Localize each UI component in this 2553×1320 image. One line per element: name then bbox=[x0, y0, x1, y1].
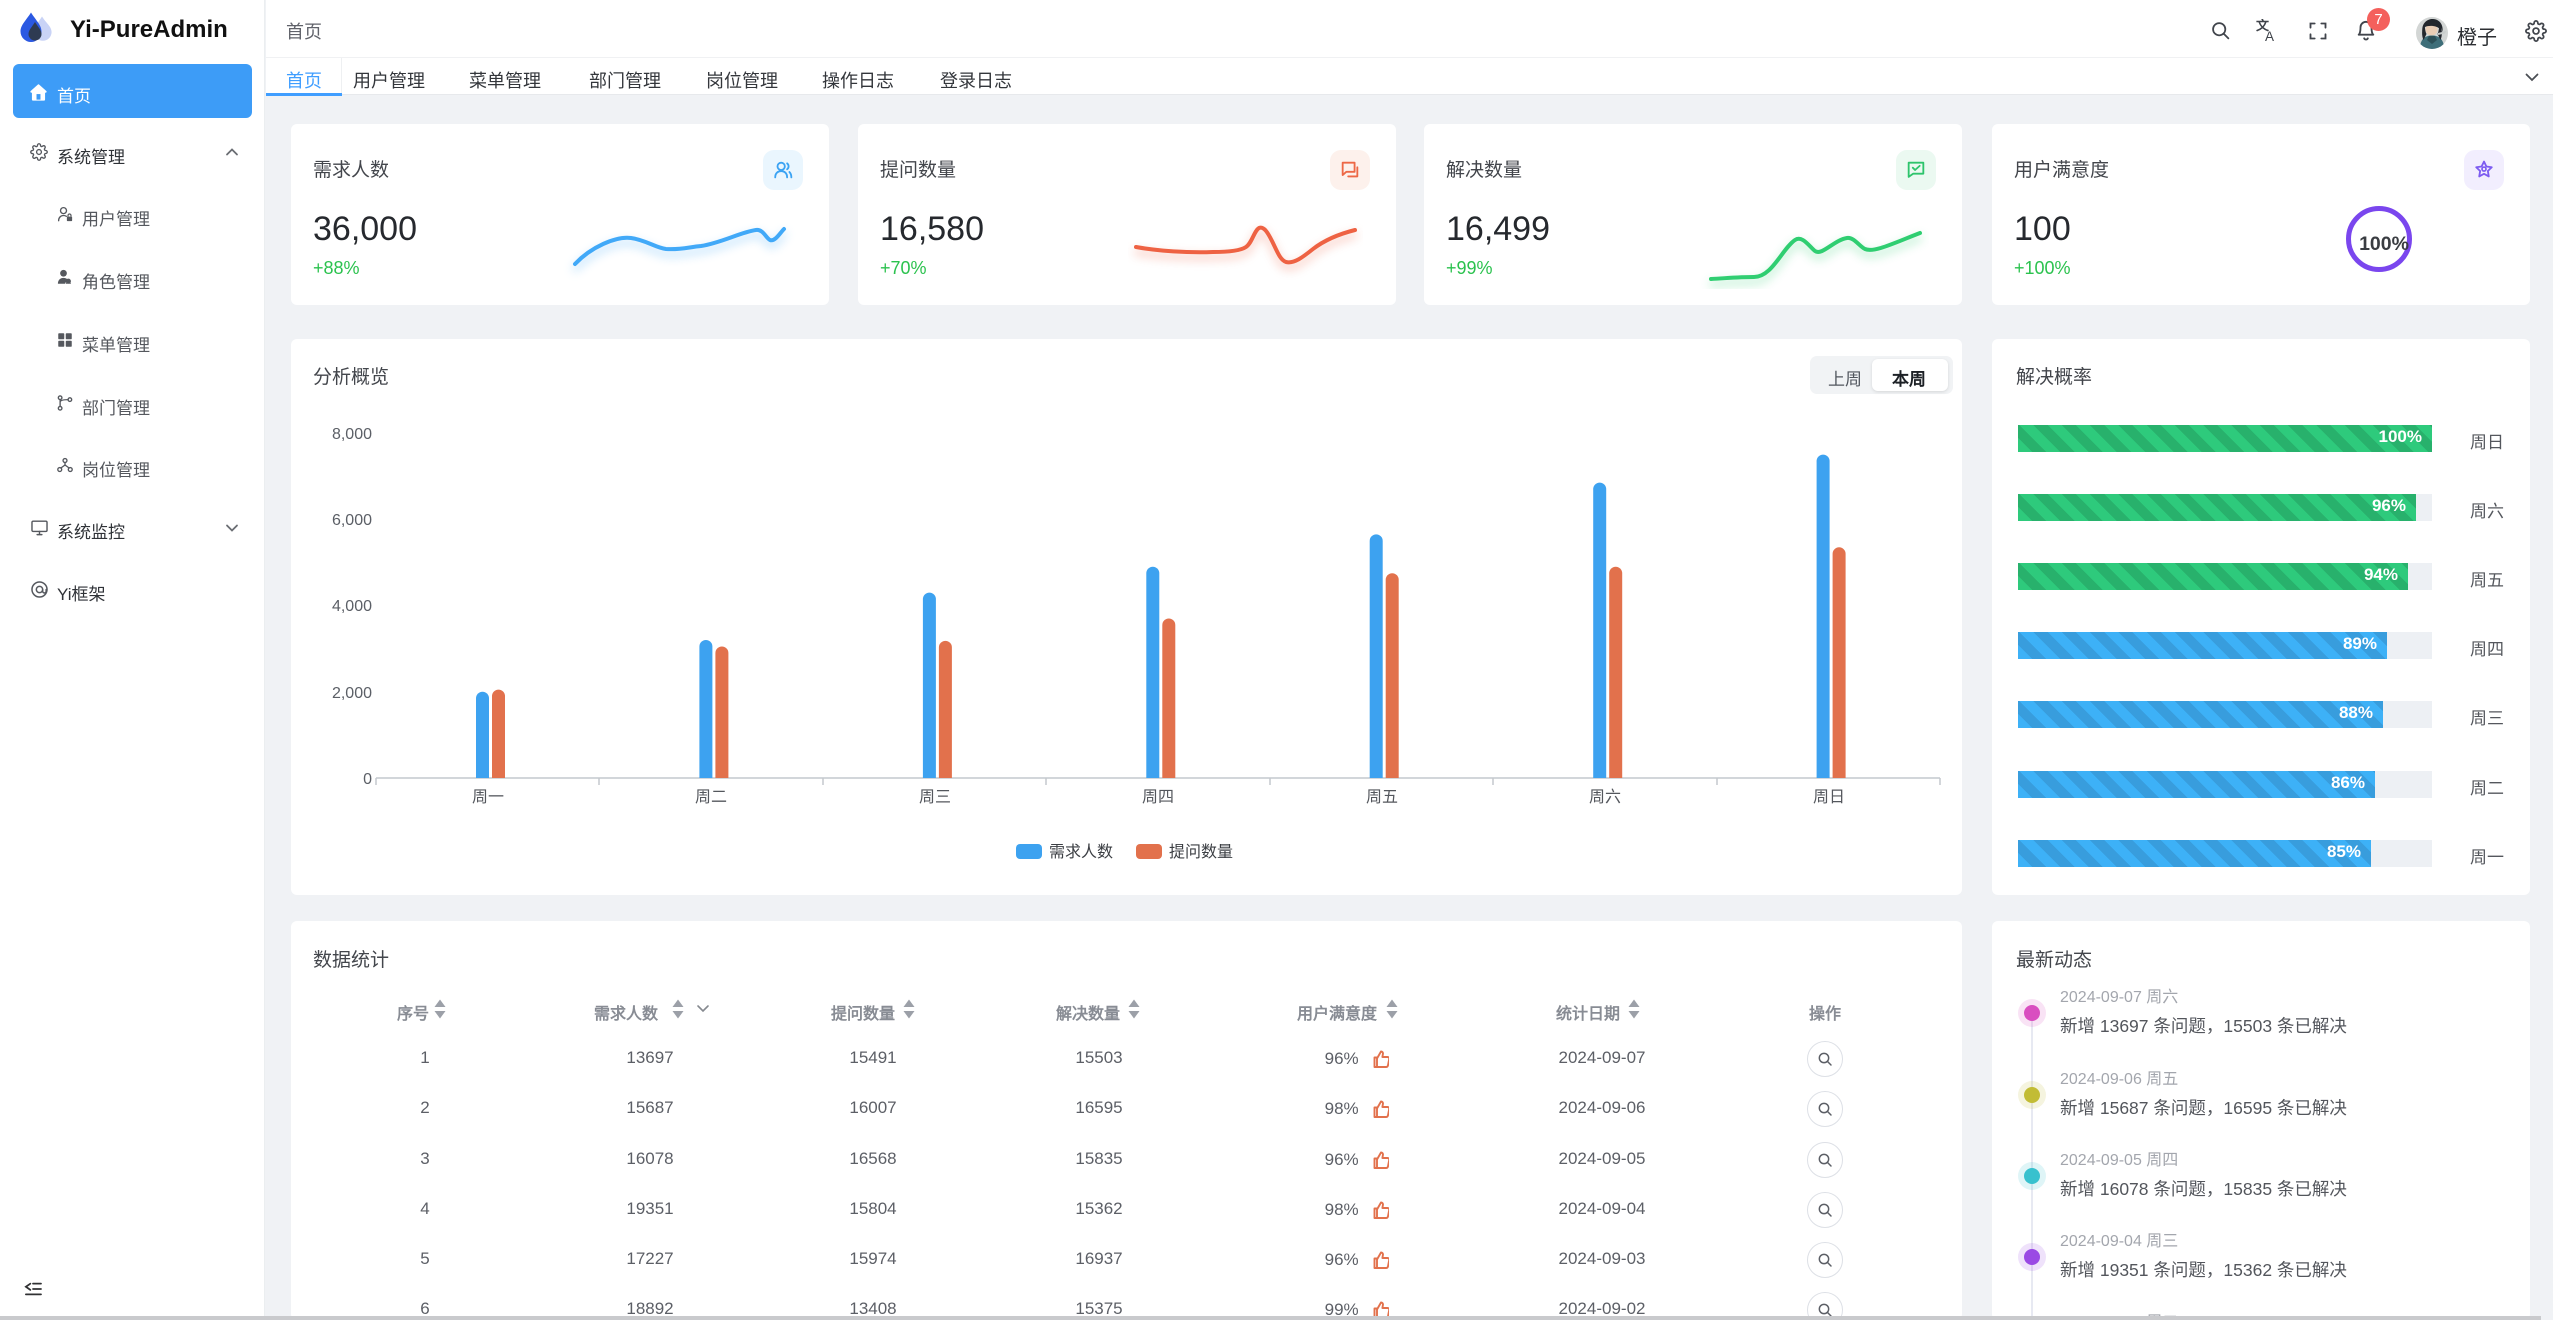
svg-text:2,000: 2,000 bbox=[332, 685, 372, 702]
svg-text:提问数量: 提问数量 bbox=[1169, 843, 1233, 861]
svg-text:8,000: 8,000 bbox=[332, 426, 372, 443]
svg-text:周四: 周四 bbox=[1142, 789, 1174, 806]
svg-text:A: A bbox=[2265, 29, 2274, 42]
svg-text:周三: 周三 bbox=[919, 789, 951, 806]
svg-text:周五: 周五 bbox=[1366, 789, 1398, 806]
svg-text:需求人数: 需求人数 bbox=[1049, 843, 1113, 861]
svg-text:文: 文 bbox=[2256, 19, 2270, 33]
svg-text:4,000: 4,000 bbox=[332, 598, 372, 615]
svg-text:周一: 周一 bbox=[472, 789, 504, 806]
svg-text:周六: 周六 bbox=[1589, 788, 1621, 806]
svg-text:6,000: 6,000 bbox=[332, 512, 372, 529]
svg-text:周二: 周二 bbox=[695, 789, 727, 806]
svg-text:周日: 周日 bbox=[1813, 789, 1845, 806]
svg-text:0: 0 bbox=[363, 771, 372, 788]
